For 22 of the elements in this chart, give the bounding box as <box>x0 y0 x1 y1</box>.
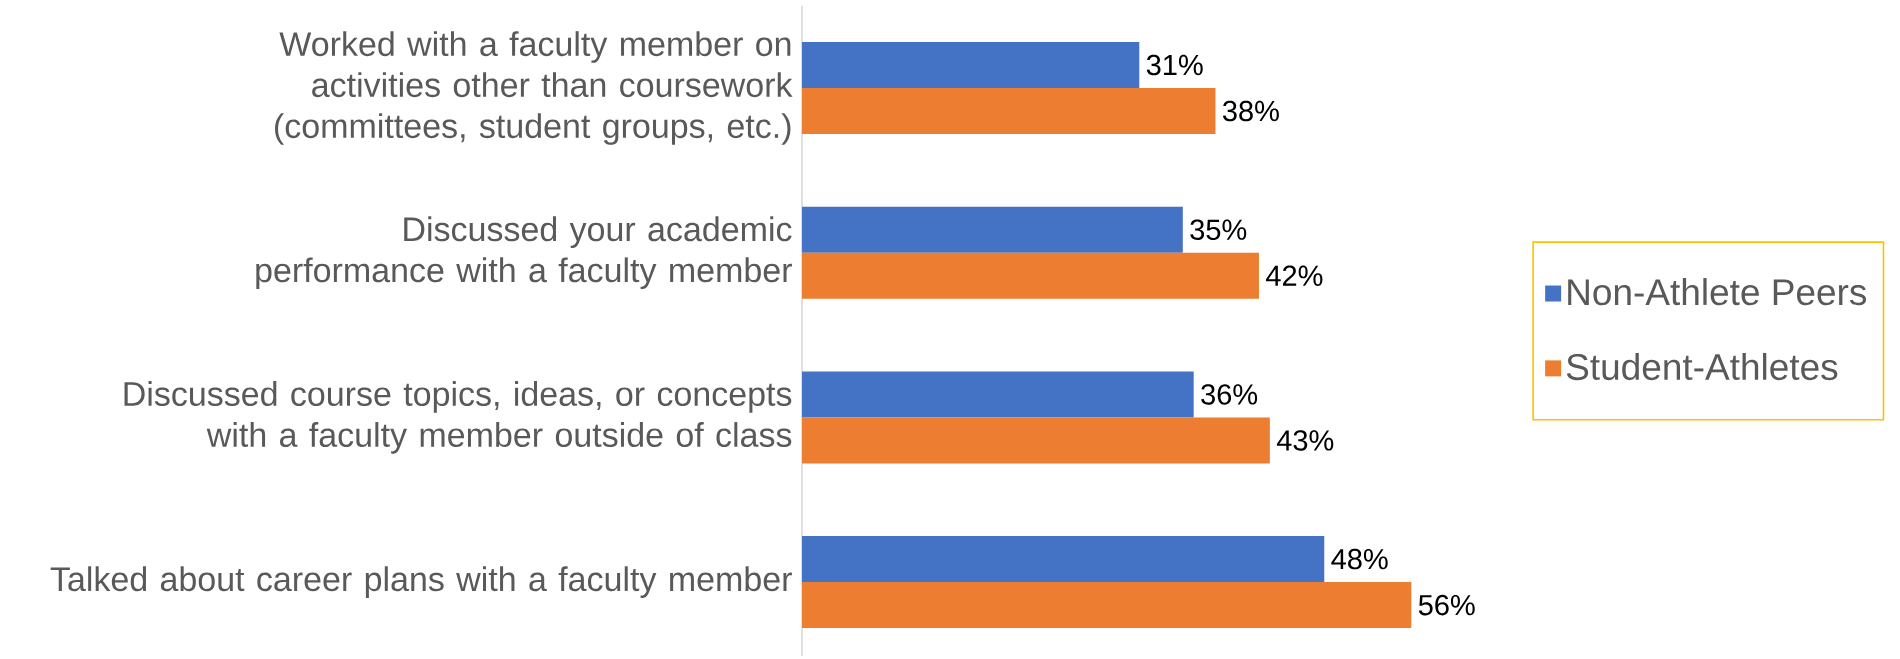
bar <box>802 536 1325 583</box>
y-tick-label: Worked with a faculty member on activities other than coursework (committees, student groups, etc.) <box>275 31 793 145</box>
bar <box>802 252 1259 299</box>
bar <box>802 88 1216 135</box>
data-label: 35% <box>1190 219 1247 240</box>
data-label: 42% <box>1266 265 1323 286</box>
data-label: 43% <box>1276 430 1334 451</box>
legend-label: Non-Athlete Peers <box>1568 278 1867 306</box>
bar <box>802 417 1270 464</box>
data-label: 31% <box>1146 54 1203 76</box>
bar <box>802 582 1412 629</box>
legend-label: Student-Athletes <box>1566 352 1838 381</box>
bar <box>802 42 1140 88</box>
data-label: 38% <box>1222 100 1279 122</box>
data-label: 48% <box>1331 548 1388 570</box>
y-tick-label: Discussed your academic performance with a faculty member <box>256 216 792 290</box>
y-tick-label: Discussed course topics, ideas, or concepts with a faculty member outside of class <box>124 381 792 454</box>
bar <box>802 371 1194 418</box>
y-tick-label: Talked about career plans with a faculty member <box>50 566 792 598</box>
data-label: 56% <box>1418 594 1475 616</box>
data-label: 36% <box>1201 384 1258 405</box>
bar <box>802 206 1183 253</box>
